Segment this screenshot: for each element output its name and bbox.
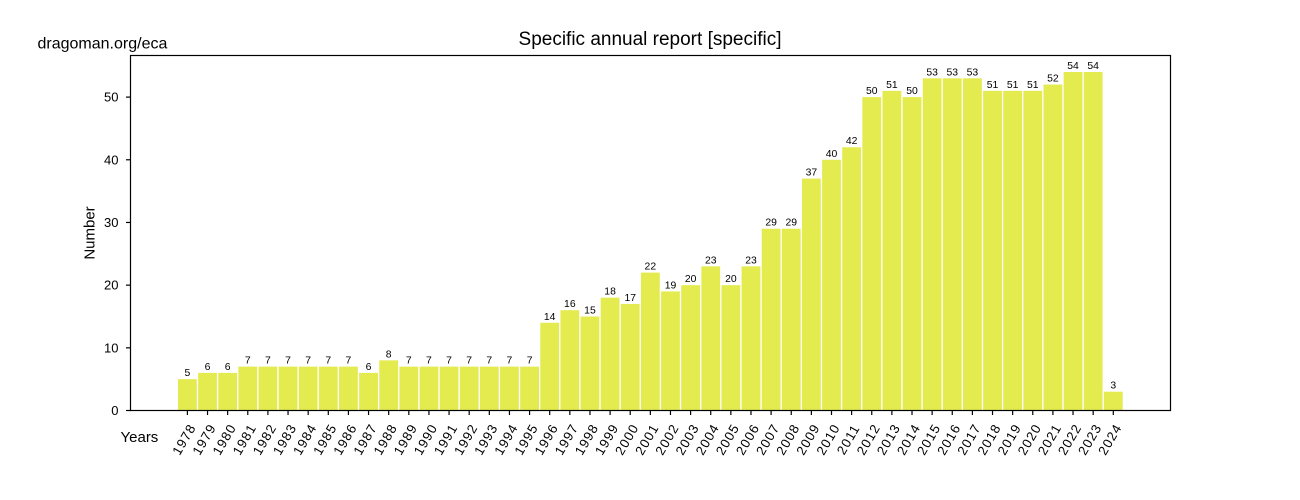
svg-text:40: 40: [826, 149, 838, 160]
svg-text:0: 0: [111, 403, 118, 418]
svg-text:19: 19: [665, 280, 677, 291]
svg-text:7: 7: [325, 356, 331, 367]
svg-text:17: 17: [624, 293, 636, 304]
svg-text:6: 6: [205, 362, 211, 373]
svg-text:Specific annual report [specif: Specific annual report [specific]: [519, 29, 782, 50]
svg-text:23: 23: [745, 255, 757, 266]
svg-text:20: 20: [104, 278, 118, 293]
svg-text:7: 7: [245, 356, 251, 367]
svg-text:29: 29: [765, 218, 777, 229]
svg-text:54: 54: [1067, 61, 1079, 72]
svg-text:6: 6: [225, 362, 231, 373]
svg-text:5: 5: [185, 368, 191, 379]
svg-text:51: 51: [987, 80, 999, 91]
svg-text:40: 40: [104, 152, 118, 167]
svg-text:53: 53: [967, 67, 979, 78]
svg-text:18: 18: [604, 287, 616, 298]
svg-text:7: 7: [446, 356, 452, 367]
svg-text:7: 7: [285, 356, 291, 367]
svg-text:3: 3: [1110, 381, 1116, 392]
svg-text:53: 53: [926, 67, 938, 78]
svg-text:29: 29: [785, 218, 797, 229]
svg-text:42: 42: [846, 136, 858, 147]
svg-text:7: 7: [346, 356, 352, 367]
svg-text:30: 30: [104, 215, 118, 230]
svg-text:20: 20: [725, 274, 737, 285]
svg-text:51: 51: [1007, 80, 1019, 91]
svg-text:14: 14: [544, 312, 556, 323]
svg-text:37: 37: [806, 168, 818, 179]
svg-text:16: 16: [564, 299, 576, 310]
svg-text:7: 7: [527, 356, 533, 367]
svg-text:7: 7: [426, 356, 432, 367]
svg-text:15: 15: [584, 305, 596, 316]
svg-text:52: 52: [1047, 74, 1059, 85]
svg-text:Number: Number: [82, 206, 99, 259]
svg-text:7: 7: [265, 356, 271, 367]
svg-text:51: 51: [1027, 80, 1039, 91]
svg-text:54: 54: [1087, 61, 1099, 72]
svg-text:50: 50: [906, 86, 918, 97]
svg-text:7: 7: [305, 356, 311, 367]
svg-text:7: 7: [486, 356, 492, 367]
svg-text:7: 7: [406, 356, 412, 367]
svg-text:7: 7: [466, 356, 472, 367]
svg-text:7: 7: [507, 356, 513, 367]
svg-text:10: 10: [104, 340, 118, 355]
svg-text:50: 50: [866, 86, 878, 97]
svg-text:50: 50: [104, 90, 118, 105]
svg-text:dragoman.org/eca: dragoman.org/eca: [38, 36, 168, 53]
svg-text:20: 20: [685, 274, 697, 285]
svg-text:23: 23: [705, 255, 717, 266]
svg-text:6: 6: [366, 362, 372, 373]
svg-text:Years: Years: [121, 429, 159, 446]
svg-text:51: 51: [886, 80, 898, 91]
svg-text:8: 8: [386, 349, 392, 360]
svg-text:22: 22: [645, 262, 657, 273]
svg-text:53: 53: [946, 67, 958, 78]
